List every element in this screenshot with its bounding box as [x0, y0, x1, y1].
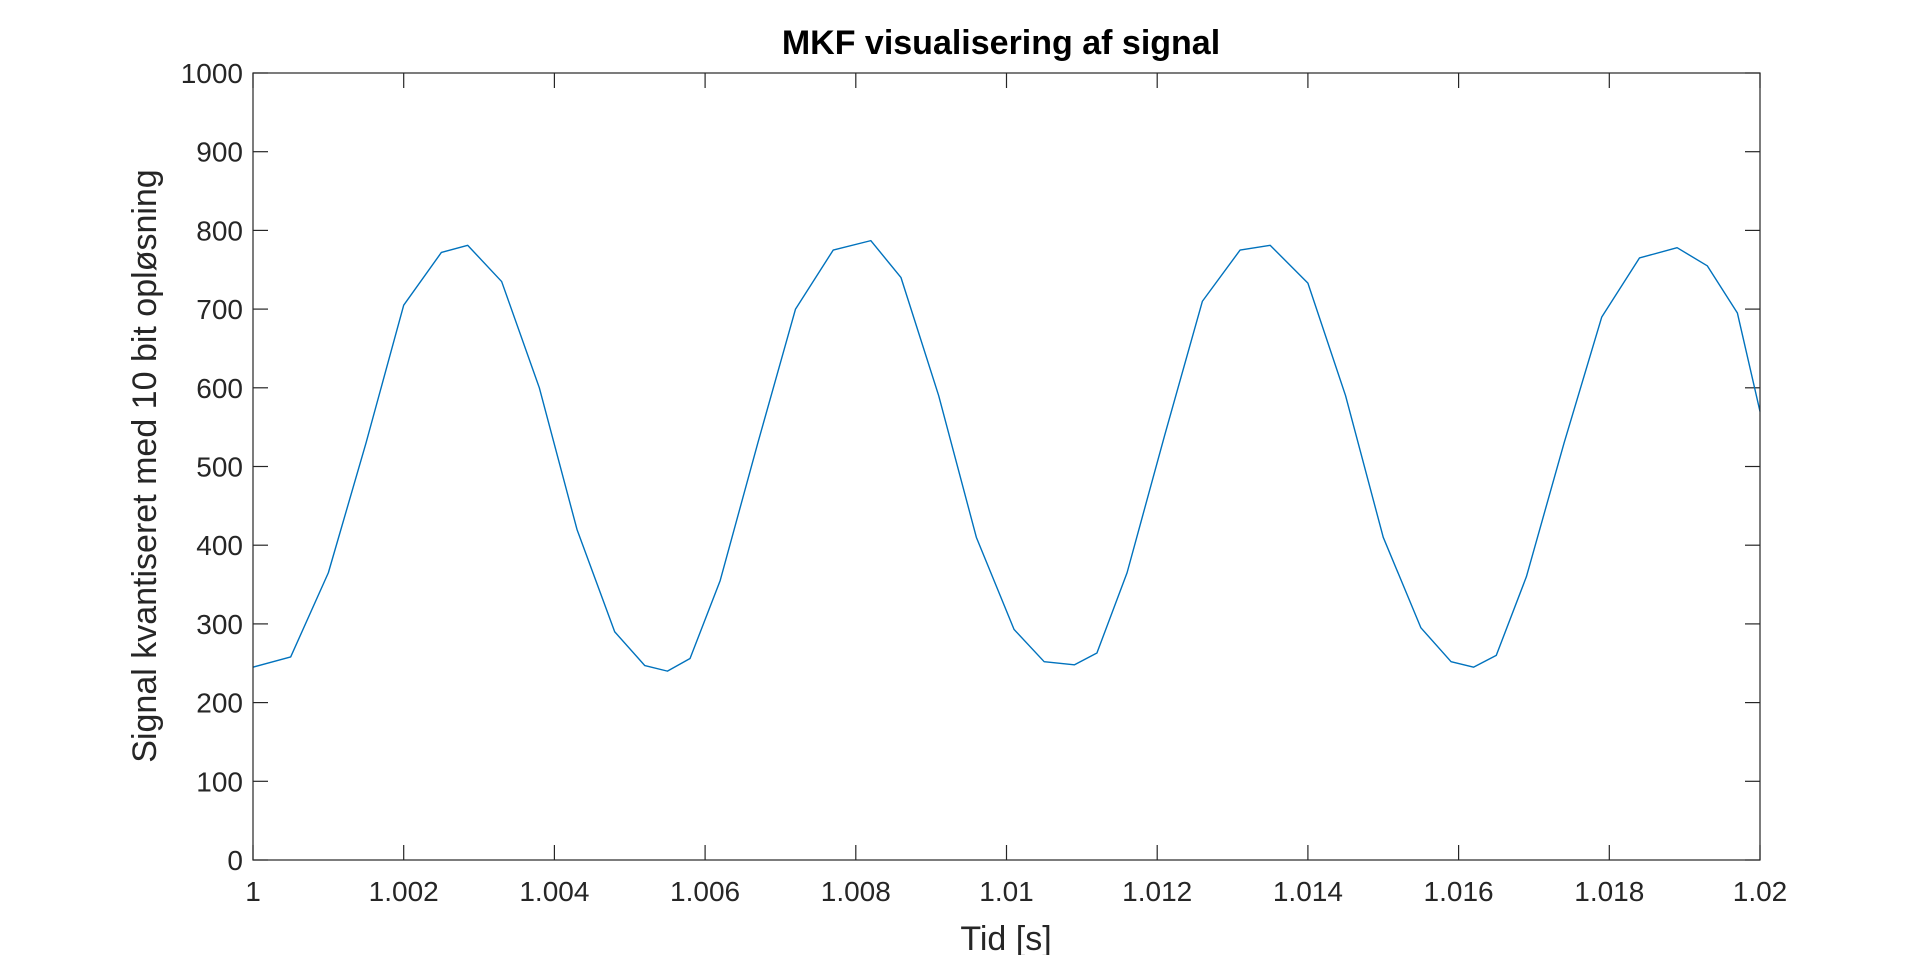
x-tick-label: 1.014 — [1273, 876, 1343, 907]
x-tick-label: 1.01 — [979, 876, 1034, 907]
x-tick-label: 1.004 — [519, 876, 589, 907]
axes-box — [252, 72, 1761, 861]
y-tick-label: 600 — [196, 373, 243, 404]
y-tick-label: 100 — [196, 766, 243, 797]
x-tick-label: 1.008 — [821, 876, 891, 907]
x-tick-label: 1.002 — [369, 876, 439, 907]
x-tick-label: 1.016 — [1424, 876, 1494, 907]
y-tick-label: 900 — [196, 137, 243, 168]
axis-tick-labels: 1 1.002 1.004 1.006 1.008 1.01 1.012 1.014 1.016… — [181, 58, 1788, 907]
x-axis-label: Tid [s] — [960, 920, 1051, 955]
y-tick-label: 1000 — [181, 58, 243, 89]
y-tick-label: 400 — [196, 530, 243, 561]
series-line — [252, 239, 1761, 672]
y-tick-label: 800 — [196, 215, 243, 246]
x-tick-label: 1.02 — [1733, 876, 1788, 907]
x-tick-label: 1.012 — [1122, 876, 1192, 907]
y-tick-label: 500 — [196, 452, 243, 483]
y-tick-label: 700 — [196, 294, 243, 325]
y-tick-label: 200 — [196, 688, 243, 719]
x-tick-label: 1 — [245, 876, 261, 907]
plot-area — [253, 73, 1760, 860]
y-axis-label: Signal kvantiseret med 10 bit opløsning — [126, 169, 164, 762]
chart-title: MKF visualisering af signal — [782, 24, 1220, 62]
x-tick-label: 1.018 — [1574, 876, 1644, 907]
y-tick-label: 0 — [227, 845, 243, 876]
x-tick-label: 1.006 — [670, 876, 740, 907]
y-tick-label: 300 — [196, 609, 243, 640]
